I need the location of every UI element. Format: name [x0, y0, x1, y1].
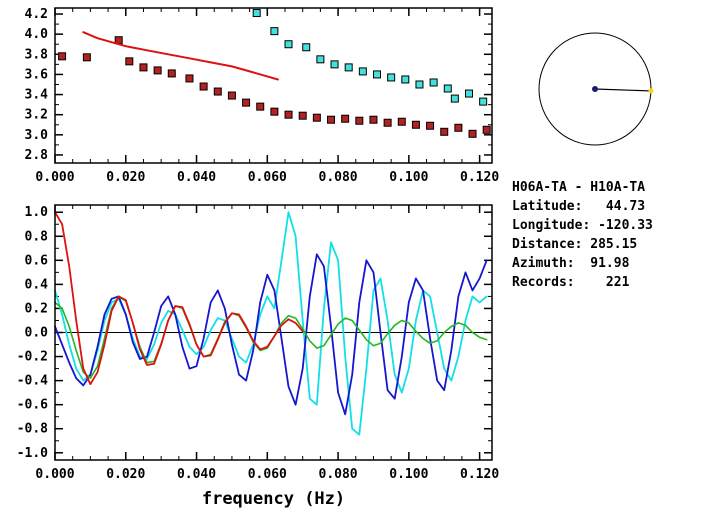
station-dot — [592, 86, 598, 92]
y-tick-label: -0.2 — [17, 350, 48, 365]
station-pair-title: H06A-TA - H10A-TA — [512, 180, 646, 195]
x-tick-label: 0.120 — [460, 467, 499, 482]
x-tick-label: 0.020 — [106, 170, 145, 185]
x-tick-label: 0.120 — [460, 170, 499, 185]
x-tick-label: 0.020 — [106, 467, 145, 482]
y-tick-label: 0.4 — [25, 277, 49, 292]
cross-spectrum-chart: 0.000 0.020 0.040 0.060 0.080 0.100 0.120 -1.0 -… — [17, 204, 499, 509]
y-tick-label: 1.0 — [25, 205, 49, 220]
y-tick-label: 4.0 — [25, 27, 49, 42]
longitude-line: Longitude: -120.33 — [512, 218, 653, 233]
azimuth-dial — [538, 32, 654, 146]
plot-box — [54, 7, 493, 164]
azimuth-line-text: Azimuth: 91.98 — [512, 256, 630, 271]
x-tick-label: 0.080 — [319, 467, 358, 482]
y-tick-label: 3.8 — [25, 47, 49, 62]
azimuth-pointer-line — [594, 88, 651, 92]
x-tick-label: 0.040 — [177, 170, 216, 185]
blue-spectrum — [54, 253, 488, 416]
station-info: H06A-TA - H10A-TA Latitude: 44.73 Longit… — [512, 178, 653, 292]
cyan-spectrum — [54, 211, 488, 436]
x-tick-label: 0.000 — [35, 170, 74, 185]
y-tick-label: 0.2 — [25, 301, 48, 316]
y-tick-label: 0.6 — [25, 253, 49, 268]
y-tick-label: 0.8 — [25, 229, 49, 244]
y-tick-label: 3.4 — [25, 88, 49, 103]
x-tick-label: 0.000 — [35, 467, 74, 482]
cyan-dispersion-picks — [252, 9, 488, 106]
y-tick-label: 2.8 — [25, 148, 49, 163]
x-tick-label: 0.100 — [389, 170, 428, 185]
x-tick-label: 0.060 — [248, 170, 287, 185]
y-tick-label: -0.8 — [17, 422, 48, 437]
red-spectrum — [54, 211, 304, 386]
x-tick-label: 0.100 — [389, 467, 428, 482]
latitude-line: Latitude: 44.73 — [512, 199, 646, 214]
plot-box — [54, 204, 493, 461]
x-tick-label: 0.080 — [319, 170, 358, 185]
y-tick-label: 4.2 — [25, 7, 48, 22]
x-tick-label: 0.060 — [248, 467, 287, 482]
red-dispersion-picks — [58, 36, 491, 138]
y-tick-label: 3.2 — [25, 108, 48, 123]
y-tick-label: 0.0 — [25, 326, 49, 341]
records-line: Records: 221 — [512, 275, 630, 290]
green-spectrum — [54, 295, 488, 379]
distance-line: Distance: 285.15 — [512, 237, 638, 252]
y-tick-label: -0.4 — [17, 374, 48, 389]
target-station-dot — [648, 88, 654, 94]
x-axis-label: frequency (Hz) — [202, 489, 345, 509]
x-tick-label: 0.040 — [177, 467, 216, 482]
dispersion-chart: 0.000 0.020 0.040 0.060 0.080 0.100 0.120 2.8 3.… — [25, 7, 500, 185]
y-tick-label: -0.6 — [17, 398, 48, 413]
y-tick-label: 3.0 — [25, 128, 49, 143]
y-tick-label: 3.6 — [25, 67, 49, 82]
y-tick-label: -1.0 — [17, 446, 48, 461]
red-model-curve — [82, 31, 279, 81]
